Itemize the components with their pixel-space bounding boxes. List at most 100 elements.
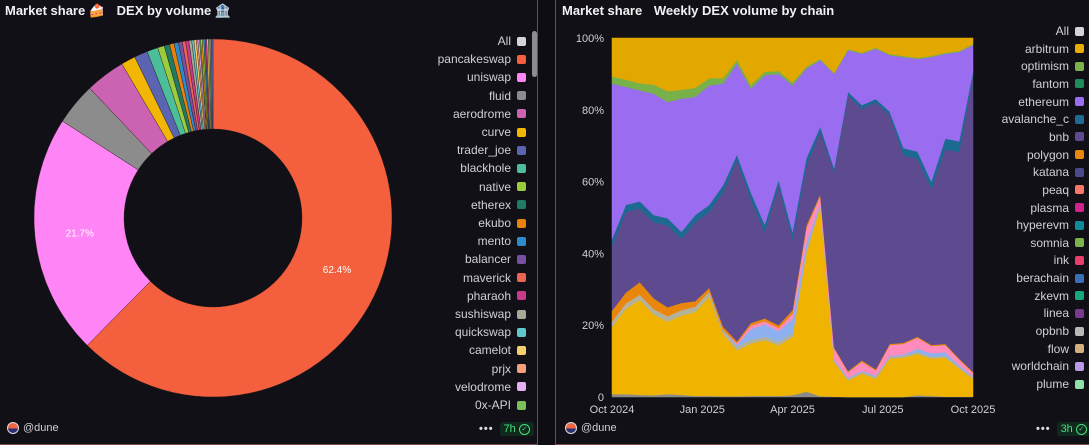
- legend-item-polygon[interactable]: polygon: [1027, 147, 1084, 163]
- legend-item-quickswap[interactable]: quickswap: [455, 324, 526, 340]
- y-tick-label: 80%: [582, 105, 604, 117]
- legend-item-peaq[interactable]: peaq: [1042, 182, 1084, 198]
- x-tick-label: Jan 2025: [680, 404, 725, 416]
- y-tick-label: 40%: [582, 248, 604, 260]
- legend-label: aerodrome: [452, 106, 511, 121]
- legend-label: camelot: [468, 343, 511, 358]
- footer-attribution: @dune: [565, 422, 617, 434]
- legend-swatch: [1075, 220, 1084, 230]
- legend-swatch: [517, 236, 526, 246]
- legend-item-maverick[interactable]: maverick: [463, 270, 526, 286]
- legend-item-ekubo[interactable]: ekubo: [478, 215, 526, 231]
- legend-item-plume[interactable]: plume: [1036, 376, 1084, 392]
- legend-item-all[interactable]: All: [498, 33, 526, 49]
- slice-data-label: 62.4%: [323, 265, 351, 276]
- legend-item-katana[interactable]: katana: [1033, 164, 1084, 180]
- legend-item-optimism[interactable]: optimism: [1021, 58, 1084, 74]
- legend-label: opbnb: [1035, 324, 1069, 339]
- x-tick-label: Oct 2024: [590, 404, 635, 416]
- refresh-age-badge[interactable]: 7h ✓: [499, 422, 534, 436]
- legend-item-bnb[interactable]: bnb: [1049, 129, 1084, 145]
- legend-item-sushiswap[interactable]: sushiswap: [455, 306, 526, 322]
- legend-label: etherex: [470, 197, 511, 212]
- legend-label: gnosis: [1034, 394, 1069, 397]
- pie-slice-uniswap[interactable]: [33, 120, 151, 346]
- legend-swatch: [1075, 361, 1084, 371]
- more-options-button[interactable]: •••: [479, 423, 494, 435]
- legend-item-hyperevm[interactable]: hyperevm: [1016, 217, 1084, 233]
- legend-item-curve[interactable]: curve: [482, 124, 526, 140]
- refresh-age-badge[interactable]: 3h ✓: [1056, 422, 1089, 436]
- legend-swatch: [517, 382, 526, 392]
- legend-item-aerodrome[interactable]: aerodrome: [453, 106, 526, 122]
- legend-swatch: [1075, 150, 1084, 160]
- legend-item-balancer[interactable]: balancer: [465, 251, 526, 267]
- x-tick-label: Apr 2025: [770, 404, 815, 416]
- legend-label: native: [478, 179, 511, 194]
- legend-item-ethereum[interactable]: ethereum: [1018, 94, 1084, 110]
- legend-swatch: [517, 54, 526, 64]
- footer-user[interactable]: @dune: [23, 422, 59, 434]
- legend-item-mento[interactable]: mento: [478, 233, 526, 249]
- title-market-share: Market share 🍰: [5, 3, 106, 18]
- legend-swatch: [517, 273, 526, 283]
- legend-item-fantom[interactable]: fantom: [1032, 76, 1084, 92]
- legend-label: pancakeswap: [437, 52, 511, 67]
- legend-label: ink: [1053, 253, 1069, 268]
- legend-item-plasma[interactable]: plasma: [1030, 200, 1084, 216]
- pie-slice-other[interactable]: [211, 38, 214, 130]
- legend-item-velodrome[interactable]: velodrome: [455, 379, 526, 395]
- legend-item-all[interactable]: All: [1056, 23, 1084, 39]
- legend-swatch: [1075, 308, 1084, 318]
- legend-swatch: [517, 163, 526, 173]
- legend-item-opbnb[interactable]: opbnb: [1036, 323, 1084, 339]
- donut-chart: 62.4% 21.7%: [33, 38, 393, 398]
- legend-item-berachain[interactable]: berachain: [1016, 270, 1084, 286]
- more-options-button[interactable]: •••: [1036, 423, 1051, 435]
- legend-swatch: [517, 254, 526, 264]
- legend-label: berachain: [1016, 271, 1069, 286]
- pie-slice-pancakeswap[interactable]: [86, 38, 393, 398]
- weekly-dex-volume-panel: Market share Weekly DEX volume by chain …: [555, 0, 1089, 445]
- area-series-arbitrum[interactable]: [611, 37, 974, 92]
- legend-item-arbitrum[interactable]: arbitrum: [1025, 41, 1084, 57]
- legend-label: blackhole: [460, 161, 511, 176]
- legend-label: worldchain: [1011, 359, 1069, 374]
- y-tick-label: 20%: [582, 320, 604, 332]
- legend-item-blackhole[interactable]: blackhole: [460, 160, 526, 176]
- legend-item-native[interactable]: native: [479, 179, 526, 195]
- legend-label: somnia: [1030, 235, 1069, 250]
- legend-item-prjx[interactable]: prjx: [492, 361, 526, 377]
- legend-swatch: [1075, 291, 1084, 301]
- legend-item-fluid[interactable]: fluid: [489, 88, 526, 104]
- legend-label: 0x-API: [474, 398, 511, 412]
- legend-item-ink[interactable]: ink: [1054, 252, 1084, 268]
- x-tick-label: Oct 2025: [951, 404, 996, 416]
- title-weekly-dex-volume: Weekly DEX volume by chain: [653, 3, 835, 18]
- legend-swatch: [1075, 379, 1084, 389]
- legend-item-etherex[interactable]: etherex: [471, 197, 526, 213]
- legend-item-flow[interactable]: flow: [1048, 341, 1084, 357]
- legend-item-pancakeswap[interactable]: pancakeswap: [438, 51, 526, 67]
- legend-label: plume: [1036, 377, 1069, 391]
- legend-item-linea[interactable]: linea: [1044, 305, 1084, 321]
- footer-user[interactable]: @dune: [581, 422, 617, 434]
- legend-item-worldchain[interactable]: worldchain: [1012, 358, 1084, 374]
- panel-title: Market share 🍰 DEX by volume 🏦: [5, 3, 239, 19]
- legend-item-gnosis[interactable]: gnosis: [1034, 394, 1084, 397]
- legend-item-pharaoh[interactable]: pharaoh: [467, 288, 526, 304]
- legend-swatch: [517, 145, 526, 155]
- legend-scrollbar[interactable]: [532, 31, 537, 77]
- legend-swatch: [1075, 44, 1084, 54]
- legend-swatch: [1075, 79, 1084, 89]
- legend-swatch: [1075, 238, 1084, 248]
- legend-item-0x-api[interactable]: 0x-API: [475, 397, 526, 413]
- legend-item-uniswap[interactable]: uniswap: [467, 69, 526, 85]
- legend-item-camelot[interactable]: camelot: [469, 342, 526, 358]
- legend-item-trader_joe[interactable]: trader_joe: [457, 142, 526, 158]
- legend-item-zkevm[interactable]: zkevm: [1034, 288, 1084, 304]
- legend-swatch: [1075, 97, 1084, 107]
- legend-item-somnia[interactable]: somnia: [1030, 235, 1084, 251]
- legend-label: ekubo: [478, 216, 511, 230]
- legend-item-avalanche_c[interactable]: avalanche_c: [1002, 111, 1084, 127]
